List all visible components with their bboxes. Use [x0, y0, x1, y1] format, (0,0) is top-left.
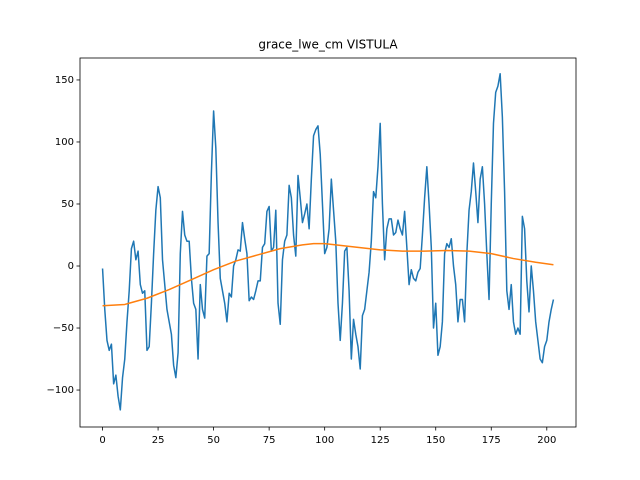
- y-tick-label: 150: [55, 75, 74, 86]
- plot-frame: [79, 57, 577, 428]
- data-line: [101, 73, 555, 411]
- y-tick-label: −100: [47, 385, 74, 396]
- x-tick-label: 25: [152, 435, 165, 446]
- chart-title: grace_lwe_cm VISTULA: [258, 38, 398, 52]
- y-tick-label: −50: [53, 323, 74, 334]
- x-tick-label: 0: [99, 435, 105, 446]
- x-tick-label: 75: [263, 435, 276, 446]
- x-tick-label: 50: [207, 435, 220, 446]
- y-tick-label: 100: [55, 137, 74, 148]
- x-tick-label: 150: [426, 435, 445, 446]
- y-tick-label: 50: [61, 199, 74, 210]
- x-tick-label: 175: [482, 435, 501, 446]
- data-line: [102, 242, 554, 307]
- x-tick-label: 100: [315, 435, 334, 446]
- x-tick-label: 125: [371, 435, 390, 446]
- y-tick-label: 0: [68, 261, 74, 272]
- x-tick-label: 200: [537, 435, 556, 446]
